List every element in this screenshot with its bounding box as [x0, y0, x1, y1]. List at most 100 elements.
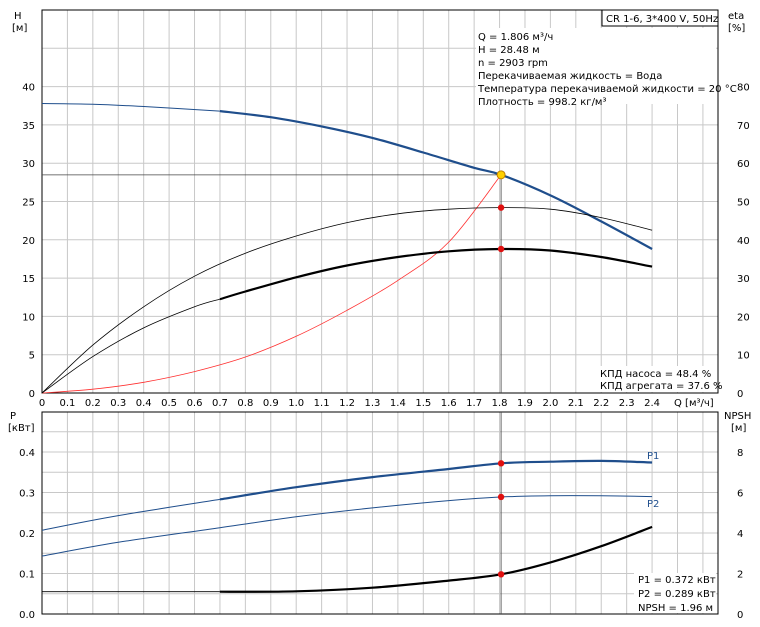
x-tick-label: 0.1	[59, 398, 75, 409]
x-tick-label: 0	[39, 398, 45, 409]
bottom-right-tick-label: 8	[737, 448, 743, 459]
top-left-tick-label: 40	[22, 83, 35, 94]
top-series-2	[41, 207, 653, 394]
top-left-tick-label: 5	[29, 351, 35, 362]
operating-point-marker	[497, 245, 505, 253]
bottom-series-npsh-bold	[219, 525, 653, 593]
npsh-readout: NPSH = 1.96 м	[638, 603, 713, 614]
top-left-tick-label: 15	[22, 274, 35, 285]
top-left-tick-label: 25	[22, 198, 35, 209]
x-tick-label: 0.6	[187, 398, 203, 409]
readout-background	[634, 573, 716, 613]
x-tick-label: 2.3	[619, 398, 635, 409]
top-series-1	[41, 174, 502, 394]
bottom-left-tick-label: 0.0	[19, 610, 35, 621]
top-left-tick-label: 30	[22, 159, 35, 170]
x-tick-label: 1.1	[314, 398, 330, 409]
x-tick-label: 1.0	[288, 398, 304, 409]
top-left-tick-label: 10	[22, 312, 35, 323]
bottom-left-tick-label: 0.4	[19, 448, 35, 459]
top-right-tick-label: 0	[737, 389, 743, 400]
operating-point-marker	[497, 204, 505, 211]
top-right-tick-label: 60	[737, 159, 750, 170]
bottom-right-tick-label: 6	[737, 489, 743, 500]
x-tick-label: 2.4	[644, 398, 660, 409]
top-series-0-bold	[219, 110, 653, 250]
top-plot-frame	[41, 9, 719, 394]
top-series-3-bold	[219, 247, 653, 301]
info-line-h: H = 28.48 м	[478, 45, 540, 56]
x-tick-label: 0.3	[110, 398, 126, 409]
top-left-tick-label: 0	[29, 389, 35, 400]
p2-readout: P2 = 0.289 кВт	[638, 589, 716, 600]
info-line-liquid: Перекачиваемая жидкость = Вода	[478, 71, 662, 82]
top-curves	[41, 103, 653, 394]
top-right-tick-label: 70	[737, 121, 750, 132]
unit-efficiency-text: КПД агрегата = 37.6 %	[600, 381, 723, 392]
bottom-right-tick-label: 4	[737, 529, 743, 540]
bottom-left-tick-label: 0.3	[19, 489, 35, 500]
p1-readout: P1 = 0.372 кВт	[638, 575, 716, 586]
x-axis-label: Q [м³/ч]	[674, 398, 714, 409]
bottom-series-p1-bold	[219, 459, 653, 501]
bottom-curves	[41, 412, 653, 614]
bottom-series-p2	[41, 495, 653, 557]
operating-point-marker	[497, 493, 505, 501]
pump-efficiency-text: КПД насоса = 48.4 %	[600, 369, 711, 380]
tick-labels: 0 0.1 0.2 0.3 0.4 0.5 0.6 0.7 0.8 0.9 1.0 1.1 1.2 1.3…	[19, 83, 750, 621]
info-line-n: n = 2903 rpm	[478, 58, 548, 69]
top-left-axis-label: H	[14, 11, 22, 22]
x-tick-label: 1.8	[492, 398, 508, 409]
bottom-series-p1-thin	[41, 498, 220, 531]
x-tick-label: 1.6	[441, 398, 457, 409]
top-right-tick-label: 20	[737, 312, 750, 323]
top-series-3-thin	[41, 298, 221, 394]
info-line-temperature: Температура перекачиваемой жидкости = 20…	[477, 84, 737, 95]
top-left-tick-label: 20	[22, 236, 35, 247]
bottom-grid	[42, 412, 718, 614]
x-tick-label: 2.1	[568, 398, 584, 409]
series-label-p2: P2	[647, 499, 659, 510]
bottom-right-axis-unit: [м]	[731, 423, 746, 434]
x-tick-label: 1.4	[390, 398, 406, 409]
x-tick-label: 1.5	[415, 398, 431, 409]
info-background	[476, 28, 716, 104]
x-tick-label: 1.3	[365, 398, 381, 409]
top-grid	[42, 9, 718, 393]
x-tick-label: 1.2	[339, 398, 355, 409]
duty-point-marker	[496, 170, 506, 180]
x-tick-label: 2.2	[593, 398, 609, 409]
top-right-tick-label: 40	[737, 236, 750, 247]
bottom-left-tick-label: 0.1	[19, 570, 35, 581]
operating-point-marker	[497, 571, 505, 578]
top-left-axis-unit: [м]	[12, 23, 27, 34]
x-tick-label: 0.5	[161, 398, 177, 409]
chart-title: CR 1-6, 3*400 V, 50Hz	[606, 14, 718, 25]
bottom-left-tick-label: 0.2	[19, 529, 35, 540]
bottom-right-tick-label: 2	[737, 570, 743, 581]
top-right-tick-label: 30	[737, 274, 750, 285]
bottom-left-axis-label: P	[10, 411, 16, 422]
bottom-plot-frame	[41, 411, 719, 615]
top-right-axis-label: eta	[728, 11, 744, 22]
efficiency-background	[598, 366, 716, 392]
top-right-tick-label: 10	[737, 351, 750, 362]
top-right-tick-label: 50	[737, 198, 750, 209]
top-right-tick-label: 80	[737, 83, 750, 94]
operating-point-marker	[497, 460, 505, 467]
x-tick-label: 2.0	[542, 398, 558, 409]
bottom-right-tick-label: 0	[737, 610, 743, 621]
title-box	[601, 9, 719, 27]
x-tick-label: 0.2	[85, 398, 101, 409]
bottom-right-axis-label: NPSH	[724, 411, 751, 422]
x-tick-label: 0.7	[212, 398, 228, 409]
top-left-tick-label: 35	[22, 121, 35, 132]
series-label-p1: P1	[647, 451, 659, 462]
bottom-left-axis-unit: [кВт]	[8, 423, 35, 434]
info-line-q: Q = 1.806 м³/ч	[478, 32, 553, 43]
x-tick-label: 0.8	[237, 398, 253, 409]
x-tick-label: 0.9	[263, 398, 279, 409]
top-right-axis-unit: [%]	[728, 23, 745, 34]
